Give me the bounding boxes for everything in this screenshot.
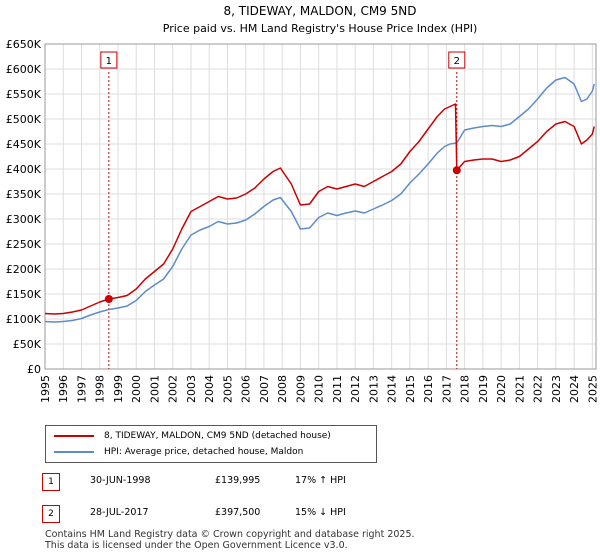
y-tick-label: £200K (6, 263, 42, 276)
x-tick-label: 2022 (532, 375, 545, 403)
x-tick-label: 1999 (112, 375, 125, 403)
x-tick-label: 2011 (331, 375, 344, 403)
x-axis-ticks: 1995 1996 1997 1998 1999 2000 2001 2002 2003 2004… (39, 375, 599, 403)
x-tick-label: 2017 (440, 375, 453, 403)
x-tick-label: 1997 (75, 375, 88, 403)
sale-marker-label-1: 1 (106, 56, 112, 67)
sale-date-2: 28-JUL-2017 (90, 507, 149, 518)
sale-hpi-diff-2: 15% ↓ HPI (295, 507, 346, 518)
series-line-price (44, 103, 595, 315)
y-axis-ticks: £0 £50K £100K £150K £200K £250K £300K £350K £400… (6, 38, 42, 376)
sale-hpi-diff-1: 17% ↑ HPI (295, 475, 346, 486)
x-tick-label: 2015 (404, 375, 417, 403)
price-chart: 8, TIDEWAY, MALDON, CM9 5ND Price paid v… (6, 4, 600, 403)
x-tick-label: 2024 (568, 375, 581, 403)
legend-hpi-line (54, 451, 94, 453)
y-tick-label: £650K (6, 38, 42, 51)
y-tick-label: £0 (27, 363, 41, 376)
y-tick-label: £550K (6, 88, 42, 101)
sale-marker-label-2: 2 (454, 56, 460, 67)
y-tick-label: £100K (6, 313, 42, 326)
x-tick-label: 2000 (130, 375, 143, 403)
chart-title: 8, TIDEWAY, MALDON, CM9 5ND (224, 4, 417, 18)
legend-item-hpi: HPI: Average price, detached house, Mald… (54, 444, 303, 460)
footer-line-2: This data is licensed under the Open Gov… (45, 540, 348, 551)
x-tick-label: 1996 (57, 375, 70, 403)
x-tick-label: 2010 (313, 375, 326, 403)
x-tick-label: 2016 (422, 375, 435, 403)
sale-point-2 (452, 166, 461, 175)
sale-points (104, 166, 461, 304)
x-tick-label: 1995 (39, 375, 52, 403)
y-tick-label: £450K (6, 138, 42, 151)
y-tick-label: £600K (6, 63, 42, 76)
x-tick-label: 2003 (185, 375, 198, 403)
x-tick-label: 2025 (586, 375, 599, 403)
legend-hpi-label: HPI: Average price, detached house, Mald… (104, 447, 304, 457)
y-tick-label: £50K (13, 338, 42, 351)
y-tick-label: £400K (6, 163, 42, 176)
sale-badge-2: 2 (42, 505, 60, 523)
x-tick-label: 1998 (94, 375, 107, 403)
y-tick-label: £150K (6, 288, 42, 301)
legend-price-line (54, 435, 94, 437)
sale-date-1: 30-JUN-1998 (90, 475, 151, 486)
y-tick-label: £350K (6, 188, 42, 201)
x-tick-label: 2009 (294, 375, 307, 403)
x-tick-label: 2023 (550, 375, 563, 403)
y-tick-label: £250K (6, 238, 42, 251)
footer-line-1: Contains HM Land Registry data © Crown c… (45, 529, 415, 540)
x-tick-label: 2005 (221, 375, 234, 403)
legend-price-label: 8, TIDEWAY, MALDON, CM9 5ND (detached ho… (104, 431, 331, 441)
x-tick-label: 2019 (477, 375, 490, 403)
legend-item-price: 8, TIDEWAY, MALDON, CM9 5ND (detached ho… (54, 428, 331, 444)
x-tick-label: 2002 (167, 375, 180, 403)
x-tick-label: 2001 (148, 375, 161, 403)
series-lines (44, 76, 595, 323)
series-line-hpi (44, 76, 595, 323)
x-tick-label: 2006 (240, 375, 253, 403)
sale-badge-1: 1 (42, 473, 60, 491)
y-tick-label: £500K (6, 113, 42, 126)
x-tick-label: 2021 (513, 375, 526, 403)
plot-frame (44, 43, 597, 370)
footer-credits: Contains HM Land Registry data © Crown c… (45, 529, 415, 551)
grid-lines (44, 43, 596, 370)
x-tick-label: 2008 (276, 375, 289, 403)
sale-marker-box-2 (448, 51, 466, 69)
sale-price-1: £139,995 (215, 475, 261, 486)
x-tick-label: 2007 (258, 375, 271, 403)
x-tick-label: 2004 (203, 375, 216, 403)
x-tick-label: 2013 (367, 375, 380, 403)
sale-point-1 (104, 295, 113, 304)
chart-subtitle: Price paid vs. HM Land Registry's House … (163, 22, 478, 35)
chart-legend: 8, TIDEWAY, MALDON, CM9 5ND (detached ho… (45, 425, 377, 463)
y-tick-label: £300K (6, 213, 42, 226)
sale-marker-box-1 (100, 51, 118, 69)
x-tick-label: 2018 (459, 375, 472, 403)
x-tick-label: 2014 (386, 375, 399, 403)
sale-price-2: £397,500 (215, 507, 261, 518)
x-tick-label: 2020 (495, 375, 508, 403)
x-tick-label: 2012 (349, 375, 362, 403)
